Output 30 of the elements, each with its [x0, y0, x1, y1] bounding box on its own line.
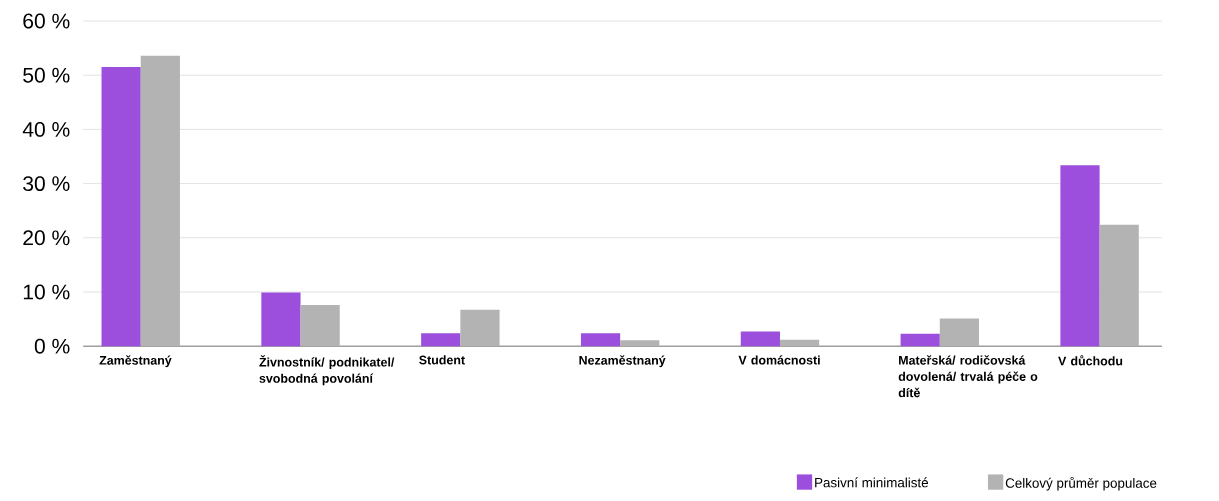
y-tick-label: 40 %	[22, 121, 70, 137]
bar	[939, 318, 979, 347]
x-tick-label: Živnostník/ podnikatel/ svobodná povolání	[259, 355, 395, 386]
bar	[620, 340, 660, 347]
y-tick-label: 0 %	[34, 338, 70, 354]
bar	[779, 339, 820, 347]
bar	[1099, 224, 1139, 347]
y-tick-label: 20 %	[23, 230, 70, 246]
y-tick-label: 50 %	[23, 67, 70, 83]
x-tick-label: Nezaměstnaný	[579, 355, 666, 368]
x-tick-label: Zaměstnaný	[99, 355, 172, 368]
bar	[300, 304, 340, 347]
x-tick-label: V domácnosti	[738, 355, 820, 365]
y-tick-label: 30 %	[23, 176, 70, 192]
bar	[1060, 165, 1100, 347]
x-tick-label: Student	[419, 355, 465, 365]
bar	[900, 333, 940, 347]
bar	[580, 333, 621, 347]
y-tick-label: 60 %	[23, 13, 70, 29]
bar	[140, 55, 180, 347]
bar	[101, 67, 141, 347]
bar	[740, 331, 780, 347]
y-tick-label: 10 %	[23, 284, 70, 300]
legend-label: Pasivní minimalisté	[815, 477, 929, 488]
x-tick-label: Mateřská/ rodičovská dovolená/ trvalá péče o dítě	[898, 355, 1038, 398]
bar	[421, 333, 461, 347]
legend-label: Celkový průměr populace	[1005, 476, 1157, 491]
bar	[261, 292, 301, 347]
x-tick-label: V důchodu	[1058, 355, 1123, 366]
bar	[460, 309, 500, 347]
